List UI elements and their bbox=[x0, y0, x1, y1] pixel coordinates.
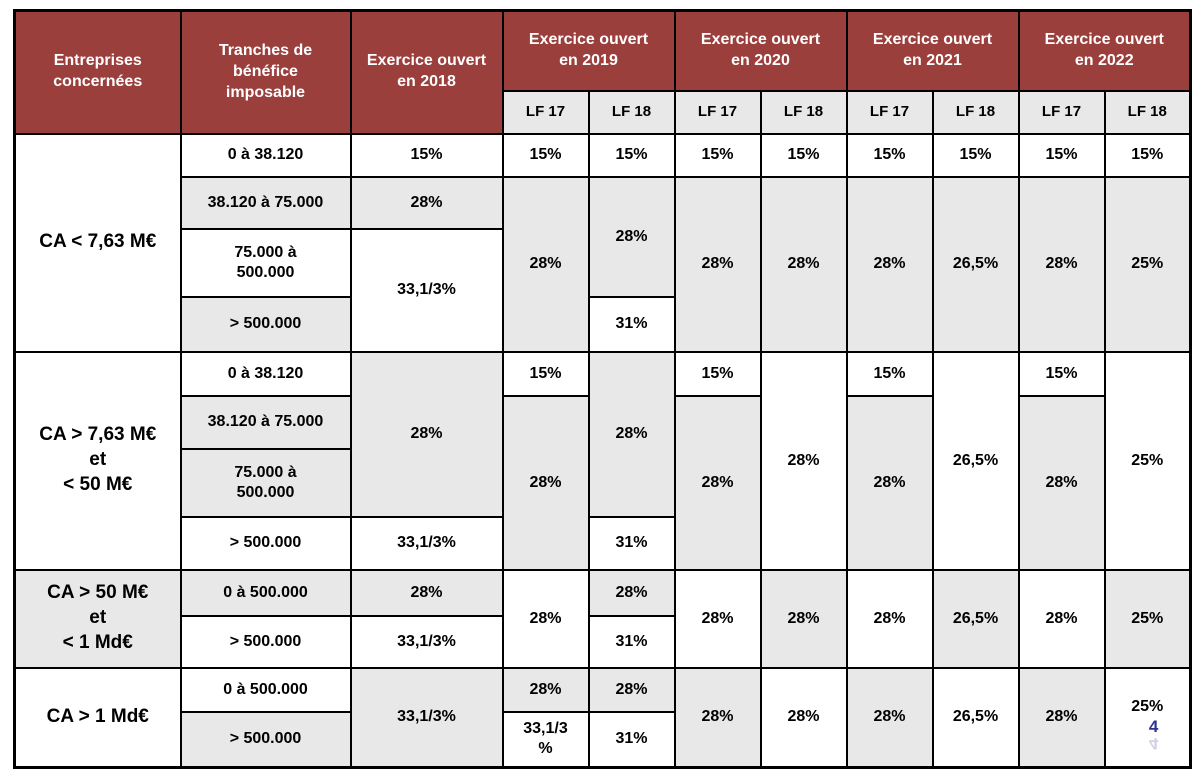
rate-cell: 28% bbox=[1017, 175, 1106, 353]
lf18-2020-header: LF 18 bbox=[759, 89, 848, 135]
rate-cell: 28% bbox=[673, 394, 762, 571]
tranche-cell: 0 à 38.120 bbox=[179, 350, 352, 397]
lf18-2019-header: LF 18 bbox=[587, 89, 676, 135]
rate-cell: 26,5% bbox=[931, 666, 1020, 769]
rate-cell: 25% 4 4 bbox=[1103, 666, 1192, 769]
lf18-2022-header: LF 18 bbox=[1103, 89, 1192, 135]
header-exercice-2019: Exercice ouvert en 2019 bbox=[501, 9, 676, 92]
rate-cell: 28% bbox=[673, 175, 762, 353]
rate-cell: 28% bbox=[845, 394, 934, 571]
rate-cell: 28% bbox=[845, 568, 934, 669]
rate-cell: 15% bbox=[845, 350, 934, 397]
rate-cell: 33,1/3 % bbox=[501, 710, 590, 769]
tranche-cell: 75.000 à 500.000 bbox=[179, 447, 352, 518]
rate-cell: 28% bbox=[587, 175, 676, 298]
lf17-2019-header: LF 17 bbox=[501, 89, 590, 135]
rate-cell: 28% bbox=[759, 175, 848, 353]
tranche-cell: 38.120 à 75.000 bbox=[179, 175, 352, 230]
rate-cell: 28% bbox=[501, 666, 590, 713]
rate-cell: 25% bbox=[1103, 175, 1192, 353]
lf18-2021-header: LF 18 bbox=[931, 89, 1020, 135]
rate-cell: 33,1/3% bbox=[349, 515, 504, 571]
rate-value: 25% bbox=[1131, 698, 1164, 716]
rate-cell: 15% bbox=[759, 132, 848, 178]
rate-cell: 33,1/3% bbox=[349, 227, 504, 353]
tranche-cell: > 500.000 bbox=[179, 295, 352, 353]
rate-cell: 31% bbox=[587, 295, 676, 353]
rate-cell: 15% bbox=[501, 132, 590, 178]
rate-cell: 15% bbox=[673, 350, 762, 397]
rate-cell: 28% bbox=[759, 568, 848, 669]
rate-cell: 28% bbox=[1017, 666, 1106, 769]
rate-cell: 33,1/3% bbox=[349, 614, 504, 669]
tax-rate-table: Entreprises concernées Tranches de bénéf… bbox=[13, 9, 1192, 769]
rate-cell: 28% bbox=[1017, 568, 1106, 669]
rate-cell: 15% bbox=[845, 132, 934, 178]
rate-cell: 28% bbox=[1017, 394, 1106, 571]
tranche-cell: 38.120 à 75.000 bbox=[179, 394, 352, 450]
rate-cell: 26,5% bbox=[931, 568, 1020, 669]
category-cell: CA > 50 M€ et < 1 Md€ bbox=[13, 568, 182, 669]
rate-cell: 28% bbox=[501, 394, 590, 571]
rate-cell: 28% bbox=[587, 568, 676, 617]
rate-cell: 28% bbox=[845, 666, 934, 769]
category-cell: CA > 7,63 M€ et < 50 M€ bbox=[13, 350, 182, 571]
rate-cell: 28% bbox=[845, 175, 934, 353]
header-exercice-2020: Exercice ouvert en 2020 bbox=[673, 9, 848, 92]
tranche-cell: 0 à 500.000 bbox=[179, 666, 352, 713]
rate-cell: 15% bbox=[673, 132, 762, 178]
rate-cell: 31% bbox=[587, 515, 676, 571]
lf17-2022-header: LF 17 bbox=[1017, 89, 1106, 135]
rate-cell: 31% bbox=[587, 614, 676, 669]
header-exercice-2021: Exercice ouvert en 2021 bbox=[845, 9, 1020, 92]
rate-cell: 28% bbox=[587, 350, 676, 518]
rate-cell: 15% bbox=[349, 132, 504, 178]
rate-cell: 25% bbox=[1103, 350, 1192, 571]
tranche-cell: 0 à 38.120 bbox=[179, 132, 352, 178]
rate-cell: 28% bbox=[349, 175, 504, 230]
header-tranches: Tranches de bénéfice imposable bbox=[179, 9, 352, 135]
header-exercice-2018: Exercice ouvert en 2018 bbox=[349, 9, 504, 135]
rate-cell: 28% bbox=[349, 350, 504, 518]
rate-cell: 28% bbox=[501, 568, 590, 669]
header-exercice-2022: Exercice ouvert en 2022 bbox=[1017, 9, 1192, 92]
rate-cell: 15% bbox=[931, 132, 1020, 178]
tranche-cell: 75.000 à 500.000 bbox=[179, 227, 352, 298]
tranche-cell: > 500.000 bbox=[179, 710, 352, 769]
rate-cell: 28% bbox=[673, 666, 762, 769]
rate-cell: 28% bbox=[759, 350, 848, 571]
lf17-2020-header: LF 17 bbox=[673, 89, 762, 135]
page-number: 4 bbox=[1148, 717, 1159, 737]
category-cell: CA > 1 Md€ bbox=[13, 666, 182, 769]
rate-cell: 15% bbox=[1103, 132, 1192, 178]
header-entreprises: Entreprises concernées bbox=[13, 9, 182, 135]
rate-cell: 15% bbox=[587, 132, 676, 178]
rate-cell: 28% bbox=[349, 568, 504, 617]
rate-cell: 15% bbox=[1017, 350, 1106, 397]
tranche-cell: > 500.000 bbox=[179, 614, 352, 669]
lf17-2021-header: LF 17 bbox=[845, 89, 934, 135]
category-cell: CA < 7,63 M€ bbox=[13, 132, 182, 353]
rate-cell: 26,5% bbox=[931, 175, 1020, 353]
rate-cell: 28% bbox=[501, 175, 590, 353]
page-number-reflection: 4 bbox=[1148, 734, 1159, 754]
tranche-cell: > 500.000 bbox=[179, 515, 352, 571]
rate-cell: 31% bbox=[587, 710, 676, 769]
rate-cell: 28% bbox=[759, 666, 848, 769]
rate-cell: 15% bbox=[1017, 132, 1106, 178]
rate-cell: 28% bbox=[673, 568, 762, 669]
rate-cell: 26,5% bbox=[931, 350, 1020, 571]
rate-cell: 15% bbox=[501, 350, 590, 397]
rate-cell: 33,1/3% bbox=[349, 666, 504, 769]
rate-cell: 28% bbox=[587, 666, 676, 713]
tranche-cell: 0 à 500.000 bbox=[179, 568, 352, 617]
rate-cell: 25% bbox=[1103, 568, 1192, 669]
